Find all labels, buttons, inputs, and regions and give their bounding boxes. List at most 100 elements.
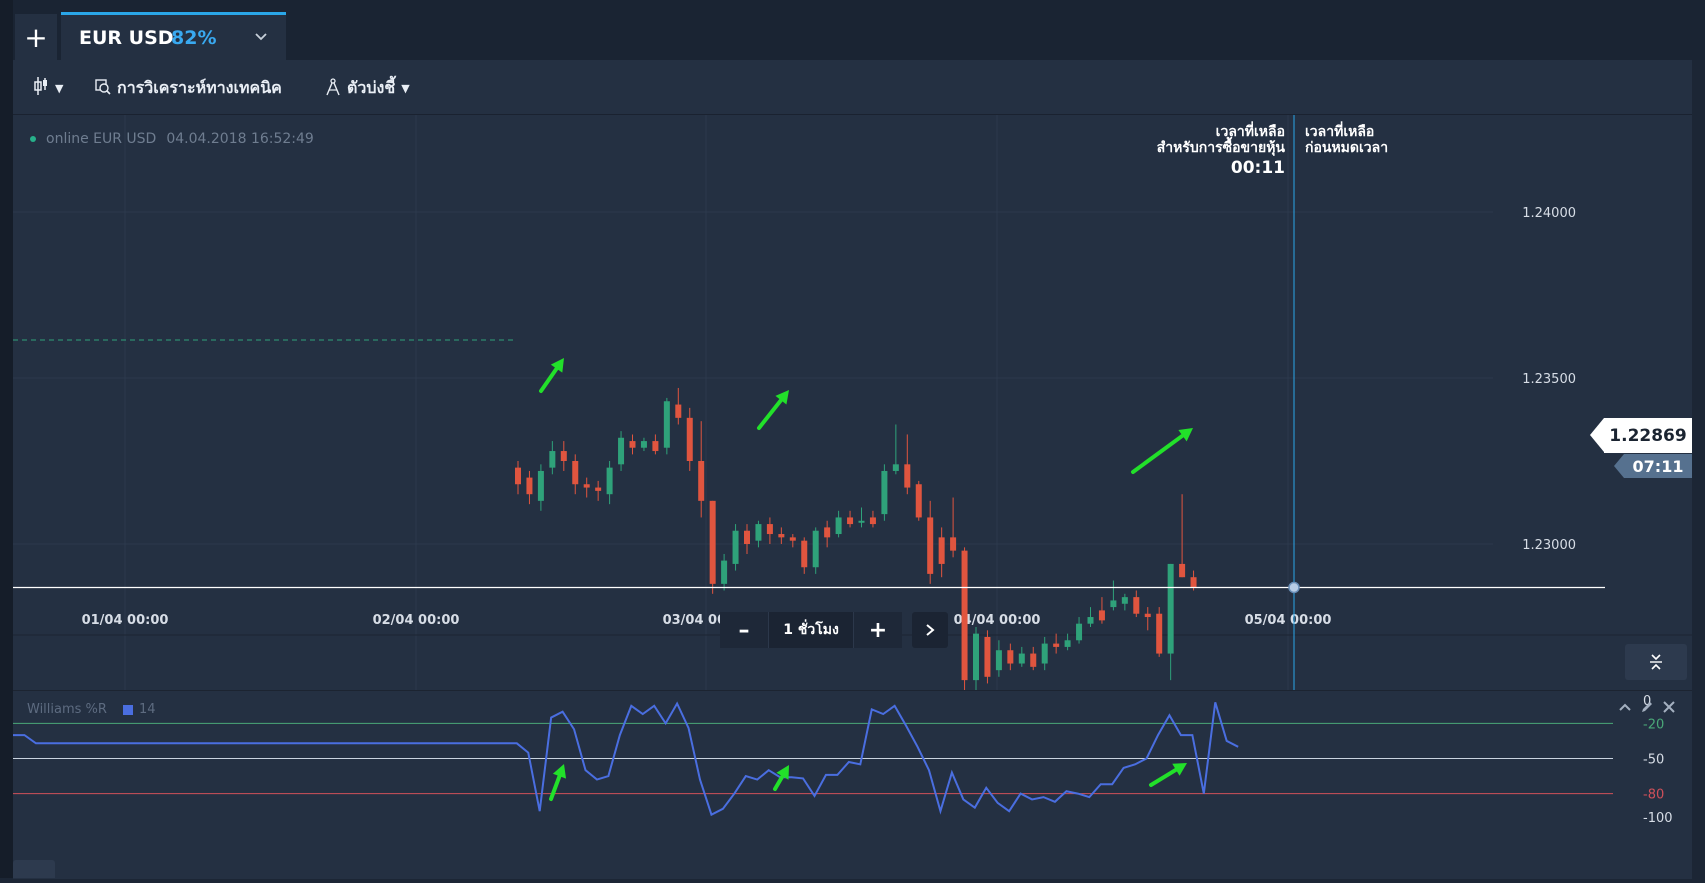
candle-body [1179,563,1186,578]
candle-body [1133,597,1140,614]
chart-toolbar: ▼ การวิเคราะห์ทางเทคนิค ตัวบ่งชี้ ▼ [13,60,1692,115]
close-icon[interactable] [1662,700,1676,718]
indicator-legend: Williams %R 14 [27,702,155,717]
candle-body [927,517,934,574]
annotation-arrow-head [550,358,564,373]
candle-body [698,461,705,501]
indicators-label: ตัวบ่งชี้ [347,78,396,97]
chevron-up-icon[interactable] [1618,700,1632,718]
candlestick-icon [33,76,49,100]
collapse-icon[interactable] [1625,644,1687,680]
candle-body [1053,643,1060,647]
candle-body [675,404,682,418]
timeframe-control: – 1 ชั่วโมง + [720,612,902,648]
candle-body [984,636,991,677]
indicators-button[interactable]: ตัวบ่งชี้ ▼ [325,76,410,101]
price-axis-label: 1.24000 [1522,206,1576,221]
indicator-name: Williams %R [27,702,107,717]
annotation-arrow-shaft [539,366,559,393]
candle-body [709,500,716,584]
candle-body [1041,643,1048,664]
trade-time-label-2: สำหรับการซื้อขายหุ้น [1156,140,1285,156]
wr-annotation-arrow-head [776,765,789,780]
wr-level-label: 0 [1643,694,1651,709]
candle-body [1110,600,1117,608]
date-axis-label: 02/04 00:00 [373,613,460,628]
candle-body [1156,613,1163,654]
candle-body [1121,597,1128,604]
candle-body [824,527,831,538]
date-axis-label: 04/04 00:00 [954,613,1041,628]
add-tab-button[interactable]: + [15,14,57,60]
online-dot-icon [30,136,36,142]
candle-body [835,517,842,535]
wr-level-label: -50 [1643,753,1664,768]
timeframe-label[interactable]: 1 ชั่วโมง [768,612,854,648]
candle-body [1064,640,1071,647]
candle-body [1167,563,1174,654]
candle-body [1190,577,1197,588]
indicator-period: 14 [138,702,156,717]
candle-body [755,524,762,541]
candle-body [995,650,1002,671]
wr-annotation-arrow-shaft [773,774,785,791]
indicator-controls [1618,700,1676,718]
annotation-arrow-shaft [1131,433,1185,474]
candle-body [1007,650,1014,664]
panel-corner-button[interactable] [13,860,55,878]
pencil-icon[interactable] [1640,700,1654,718]
annotation-arrow-head [1178,428,1193,442]
indicator-color-swatch [122,704,133,715]
technical-analysis-label: การวิเคราะห์ทางเทคนิค [117,78,282,97]
candle-body [606,467,613,495]
chart-type-button[interactable]: ▼ [33,76,63,100]
candle-body [1087,617,1094,624]
price-chart[interactable]: 1.240001.235001.230001.225001.2200001/04… [13,115,1692,883]
analysis-search-icon [95,78,111,99]
left-edge-strip [0,0,13,878]
trade-time-value: 00:11 [1230,158,1285,178]
candle-body [618,437,625,465]
candle-body [744,530,750,544]
candle-body [640,441,647,448]
chevron-right-icon[interactable] [912,612,948,648]
candle-body [766,524,773,535]
candle-body [892,464,899,471]
online-datetime: 04.04.2018 16:52:49 [166,131,314,147]
williams-r-line [13,701,1239,817]
candle-body [583,484,590,488]
candle-body [686,417,693,461]
candle-body [869,517,876,525]
trade-time-remaining: เวลาที่เหลือ สำหรับการซื้อขายหุ้น 00:11 [1156,124,1285,178]
candle-body [789,537,796,541]
candle-body [1018,653,1025,664]
candle-body [904,464,911,488]
annotation-arrow-head [775,390,789,405]
candle-body [973,633,979,681]
expiry-time-remaining: เวลาที่เหลือ ก่อนหมดเวลา [1305,124,1388,156]
candle-body [938,537,945,564]
price-axis-label: 1.23500 [1522,372,1576,387]
williams-r-panel[interactable]: 0 -20 -50 -80 -100 [13,690,1692,879]
asset-tab[interactable]: EUR USD 82% [61,12,286,60]
candle-body [663,401,670,448]
date-axis-label: 01/04 00:00 [82,613,169,628]
candle-body [881,470,888,515]
zoom-out-button[interactable]: – [720,612,768,648]
asset-payout: 82% [171,27,217,49]
zoom-in-button[interactable]: + [854,612,902,648]
candle-body [721,560,728,584]
online-status-text: online EUR USD [46,131,157,147]
candle-body [652,441,659,452]
technical-analysis-button[interactable]: การวิเคราะห์ทางเทคนิค [95,76,282,101]
price-chart-canvas: 1.240001.235001.230001.225001.2200001/04… [13,115,1692,883]
chevron-down-icon[interactable] [253,25,269,49]
wr-level-label: -80 [1643,788,1664,803]
candle-body [1144,613,1151,618]
asset-name: EUR USD [79,27,174,49]
compass-icon [325,77,341,100]
candle-body [1030,653,1037,667]
candle-body [801,540,808,568]
candle-body [812,530,819,568]
annotation-arrow-shaft [757,398,783,430]
